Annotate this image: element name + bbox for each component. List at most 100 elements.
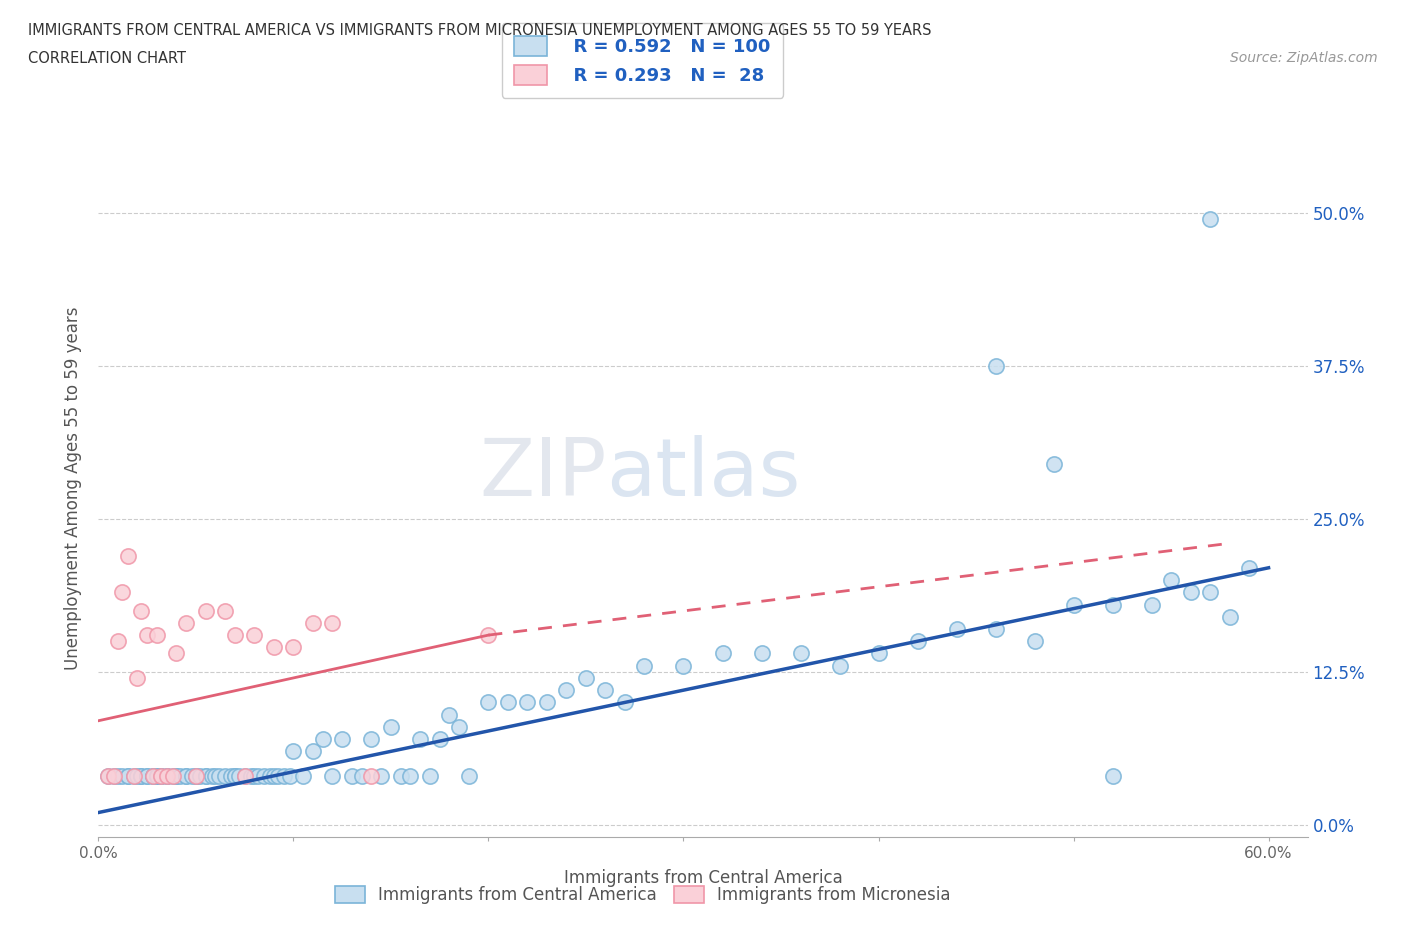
- Text: IMMIGRANTS FROM CENTRAL AMERICA VS IMMIGRANTS FROM MICRONESIA UNEMPLOYMENT AMONG: IMMIGRANTS FROM CENTRAL AMERICA VS IMMIG…: [28, 23, 932, 38]
- Point: [449, 720, 471, 735]
- Point: [174, 768, 197, 783]
- Point: [149, 768, 172, 783]
- Point: [273, 768, 295, 783]
- Point: [136, 628, 159, 643]
- Point: [516, 695, 538, 710]
- Point: [131, 768, 153, 783]
- Point: [984, 621, 1007, 636]
- Point: [149, 768, 172, 783]
- Point: [1199, 585, 1222, 600]
- Point: [1043, 457, 1066, 472]
- Point: [536, 695, 558, 710]
- Point: [247, 768, 270, 783]
- Point: [243, 628, 266, 643]
- Text: Source: ZipAtlas.com: Source: ZipAtlas.com: [1230, 51, 1378, 65]
- Point: [103, 768, 125, 783]
- Point: [149, 768, 172, 783]
- Text: ZIP: ZIP: [479, 435, 606, 513]
- Point: [165, 768, 187, 783]
- Text: atlas: atlas: [606, 435, 800, 513]
- Point: [321, 616, 343, 631]
- Point: [292, 768, 315, 783]
- Point: [283, 744, 305, 759]
- Point: [302, 616, 325, 631]
- Point: [360, 732, 382, 747]
- Point: [122, 768, 145, 783]
- Point: [439, 707, 461, 722]
- Point: [360, 768, 382, 783]
- Point: [575, 671, 598, 685]
- Point: [131, 604, 153, 618]
- Point: [458, 768, 481, 783]
- Point: [162, 768, 184, 783]
- Point: [1219, 609, 1241, 624]
- Point: [142, 768, 165, 783]
- Point: [194, 768, 217, 783]
- Point: [174, 768, 197, 783]
- Point: [614, 695, 637, 710]
- Point: [200, 768, 222, 783]
- Point: [224, 768, 246, 783]
- Point: [828, 658, 851, 673]
- Point: [111, 585, 134, 600]
- Point: [169, 768, 191, 783]
- Point: [633, 658, 655, 673]
- Point: [204, 768, 226, 783]
- Point: [380, 720, 402, 735]
- Point: [389, 768, 412, 783]
- Point: [156, 768, 179, 783]
- Point: [174, 616, 197, 631]
- Point: [1160, 573, 1182, 588]
- Point: [165, 646, 187, 661]
- Point: [283, 640, 305, 655]
- Point: [136, 768, 159, 783]
- Point: [194, 604, 217, 618]
- Point: [111, 768, 134, 783]
- Point: [214, 604, 236, 618]
- Point: [117, 548, 139, 563]
- Point: [312, 732, 335, 747]
- Point: [233, 768, 256, 783]
- Point: [165, 768, 187, 783]
- Point: [399, 768, 422, 783]
- Y-axis label: Unemployment Among Ages 55 to 59 years: Unemployment Among Ages 55 to 59 years: [65, 307, 83, 670]
- Point: [1237, 561, 1260, 576]
- Point: [142, 768, 165, 783]
- Point: [194, 768, 217, 783]
- Point: [184, 768, 207, 783]
- Point: [97, 768, 120, 783]
- X-axis label: Immigrants from Central America: Immigrants from Central America: [564, 870, 842, 887]
- Point: [117, 768, 139, 783]
- Point: [1101, 768, 1123, 783]
- Point: [302, 744, 325, 759]
- Point: [107, 633, 129, 648]
- Legend: Immigrants from Central America, Immigrants from Micronesia: Immigrants from Central America, Immigra…: [326, 878, 959, 912]
- Point: [263, 768, 285, 783]
- Point: [239, 768, 262, 783]
- Point: [370, 768, 392, 783]
- Point: [409, 732, 432, 747]
- Point: [907, 633, 929, 648]
- Point: [184, 768, 207, 783]
- Point: [142, 768, 165, 783]
- Point: [672, 658, 695, 673]
- Point: [496, 695, 519, 710]
- Point: [97, 768, 120, 783]
- Point: [224, 768, 246, 783]
- Point: [984, 358, 1007, 373]
- Point: [156, 768, 179, 783]
- Point: [477, 695, 499, 710]
- Point: [1024, 633, 1046, 648]
- Point: [181, 768, 204, 783]
- Point: [214, 768, 236, 783]
- Point: [228, 768, 250, 783]
- Point: [419, 768, 441, 783]
- Point: [789, 646, 811, 661]
- Point: [146, 768, 169, 783]
- Point: [188, 768, 211, 783]
- Point: [146, 768, 169, 783]
- Point: [555, 683, 578, 698]
- Point: [253, 768, 276, 783]
- Point: [321, 768, 343, 783]
- Point: [243, 768, 266, 783]
